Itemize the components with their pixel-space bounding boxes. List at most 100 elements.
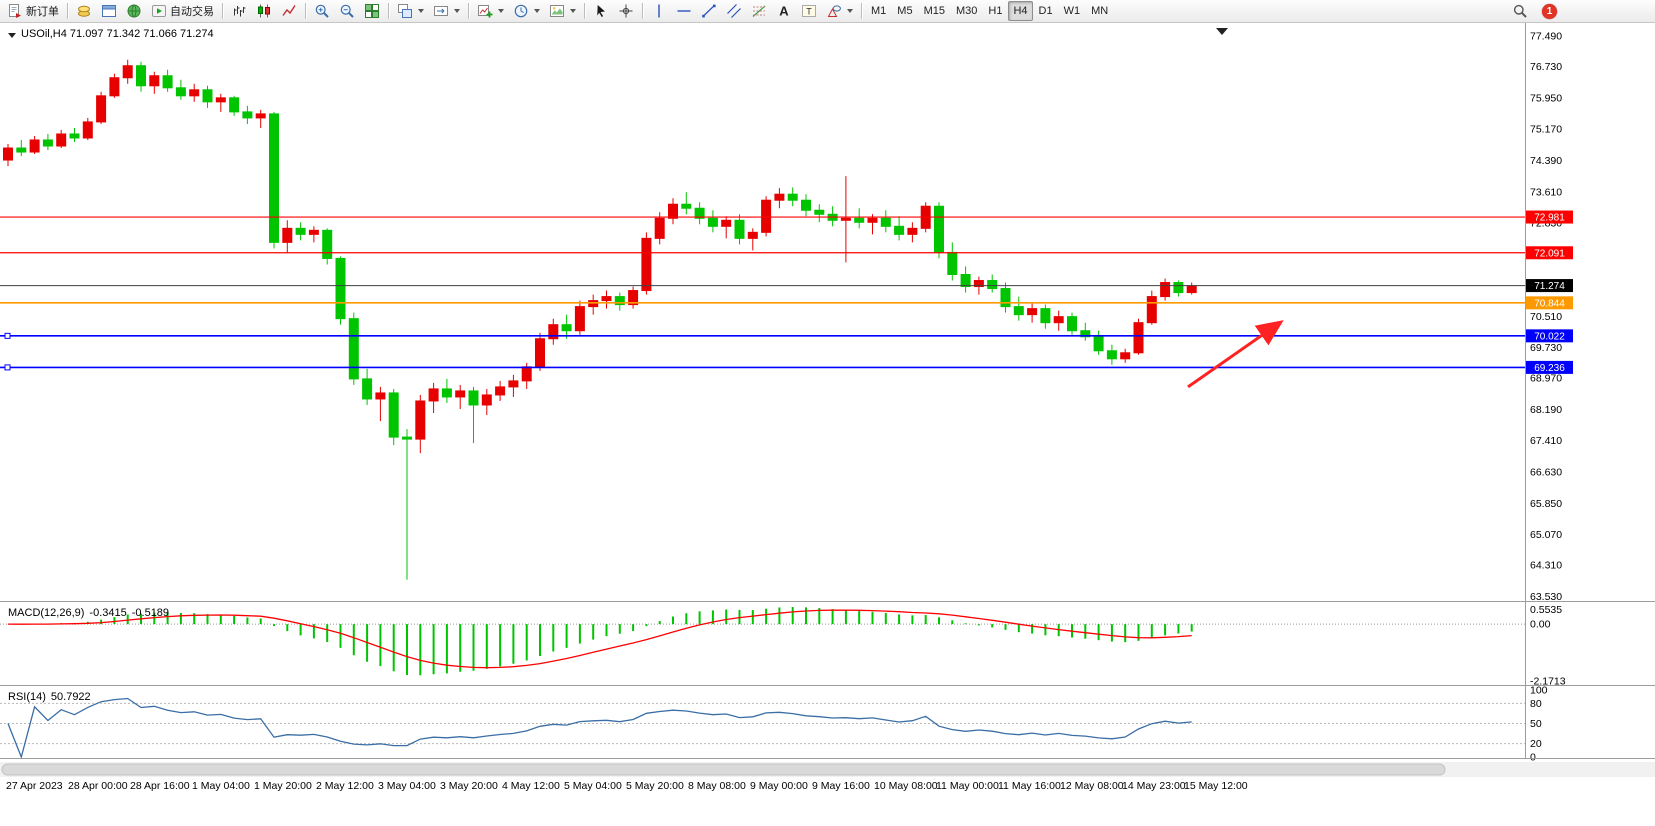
text-button[interactable]: A: [772, 1, 796, 21]
timeframe-d1-button[interactable]: D1: [1038, 5, 1053, 17]
svg-text:72.981: 72.981: [1534, 213, 1565, 224]
auto-trading-button[interactable]: 自动交易: [147, 1, 218, 21]
toolbar: 新订单 自动交易 A T M1 M5 M15 M30 H1 H4 D1 W1 MN 1: [0, 0, 1655, 23]
new-order-button[interactable]: 新订单: [3, 1, 63, 21]
crosshair-button[interactable]: [614, 1, 638, 21]
templates-button[interactable]: [545, 1, 580, 21]
navigator-button[interactable]: [122, 1, 146, 21]
macd-panel: 0.5535 0.00 -2.1713: [0, 604, 1566, 688]
line-chart-button[interactable]: [277, 1, 301, 21]
dropdown-arrow-icon[interactable]: [570, 9, 576, 13]
shift-icon: [433, 3, 449, 19]
timeframe-m1-button[interactable]: M1: [871, 5, 887, 17]
timeframe-m5-button[interactable]: M5: [897, 5, 913, 17]
timeframe-h4-button[interactable]: H4: [1008, 1, 1033, 21]
tile-windows-button[interactable]: [360, 1, 384, 21]
svg-text:80: 80: [1530, 698, 1542, 710]
svg-text:68.970: 68.970: [1530, 373, 1562, 385]
chart-shift-marker[interactable]: [1216, 28, 1228, 35]
zoom-out-button[interactable]: [335, 1, 359, 21]
svg-text:9 May 00:00: 9 May 00:00: [750, 780, 808, 792]
svg-text:70.510: 70.510: [1530, 311, 1562, 323]
svg-text:11 May 16:00: 11 May 16:00: [998, 780, 1061, 792]
equidistant-channel-button[interactable]: [722, 1, 746, 21]
price-tag-72.981: [1526, 210, 1573, 224]
text-label-button[interactable]: T: [797, 1, 821, 21]
dropdown-arrow-icon[interactable]: [534, 9, 540, 13]
svg-text:1 May 20:00: 1 May 20:00: [254, 780, 312, 792]
dropdown-arrow-icon[interactable]: [847, 9, 853, 13]
trend-arrow-annotation[interactable]: [1187, 320, 1284, 389]
profiles-button[interactable]: [509, 1, 544, 21]
svg-text:70.844: 70.844: [1534, 298, 1565, 309]
trendline-button[interactable]: [697, 1, 721, 21]
svg-text:69.236: 69.236: [1534, 363, 1565, 374]
cursor-button[interactable]: [589, 1, 613, 21]
chart-menu-icon[interactable]: [8, 32, 16, 38]
dropdown-arrow-icon[interactable]: [498, 9, 504, 13]
newchart-icon: [477, 3, 493, 19]
timeframe-m15-button[interactable]: M15: [923, 5, 945, 17]
new-chart-button[interactable]: [473, 1, 508, 21]
candlestick-chart-button[interactable]: [252, 1, 276, 21]
svg-text:63.530: 63.530: [1530, 591, 1562, 603]
timeframe-mn-button[interactable]: MN: [1091, 5, 1109, 17]
textT-icon: T: [801, 3, 817, 19]
svg-text:28 Apr 00:00: 28 Apr 00:00: [68, 780, 128, 792]
chart-canvas[interactable]: 77.49076.73075.95075.17074.39073.61072.8…: [0, 23, 1655, 825]
svg-text:-2.1713: -2.1713: [1530, 676, 1566, 688]
arrows-button[interactable]: [822, 1, 857, 21]
clock-icon: [513, 3, 529, 19]
horizontal-scrollbar-thumb[interactable]: [1, 763, 1446, 776]
svg-text:8 May 08:00: 8 May 08:00: [688, 780, 746, 792]
svg-text:50: 50: [1530, 718, 1542, 730]
market-watch-button[interactable]: [72, 1, 96, 21]
price-axis[interactable]: [1525, 23, 1655, 759]
horizontal-line-button[interactable]: [672, 1, 696, 21]
timeframe-w1-button[interactable]: W1: [1063, 5, 1081, 17]
line-handle[interactable]: [4, 332, 11, 339]
play-icon: [151, 3, 167, 19]
dropdown-arrow-icon[interactable]: [418, 9, 424, 13]
toolbar-right-group: 1: [1508, 1, 1652, 21]
svg-text:10 May 08:00: 10 May 08:00: [874, 780, 938, 792]
vline-icon: [651, 3, 667, 19]
data-window-button[interactable]: [97, 1, 121, 21]
timeframe-m30-button[interactable]: M30: [955, 5, 978, 17]
svg-text:14 May 23:00: 14 May 23:00: [1122, 780, 1186, 792]
svg-text:65.850: 65.850: [1530, 498, 1562, 510]
search-button[interactable]: [1508, 1, 1532, 21]
notification-badge[interactable]: 1: [1542, 3, 1557, 19]
dropdown-arrow-icon[interactable]: [454, 9, 460, 13]
chart-background: [0, 23, 1655, 825]
svg-text:9 May 16:00: 9 May 16:00: [812, 780, 870, 792]
bars-icon: [231, 3, 247, 19]
cascade-icon: [397, 3, 413, 19]
toolbar-separator: [584, 3, 585, 19]
auto-arrange-button[interactable]: [393, 1, 428, 21]
svg-text:28 Apr 16:00: 28 Apr 16:00: [130, 780, 190, 792]
zoom-in-button[interactable]: [310, 1, 334, 21]
textA-icon: A: [776, 3, 792, 19]
price-tag-69.236: [1526, 360, 1573, 374]
svg-text:77.490: 77.490: [1530, 31, 1562, 43]
fibonacci-button[interactable]: [747, 1, 771, 21]
toolbar-separator: [468, 3, 469, 19]
vertical-line-button[interactable]: [647, 1, 671, 21]
window-icon: [101, 3, 117, 19]
bar-chart-button[interactable]: [227, 1, 251, 21]
svg-text:2 May 12:00: 2 May 12:00: [316, 780, 374, 792]
svg-text:75.170: 75.170: [1530, 124, 1562, 136]
time-axis[interactable]: 27 Apr 2023 28 Apr 00:00 28 Apr 16:00 1 May…: [6, 780, 1248, 792]
channel-icon: [726, 3, 742, 19]
hline-icon: [676, 3, 692, 19]
svg-text:65.070: 65.070: [1530, 529, 1562, 541]
chart-shift-button[interactable]: [429, 1, 464, 21]
svg-text:5 May 20:00: 5 May 20:00: [626, 780, 684, 792]
timeframe-h1-button[interactable]: H1: [988, 5, 1003, 17]
new-order-button-label: 新订单: [26, 6, 59, 18]
svg-text:3 May 20:00: 3 May 20:00: [440, 780, 498, 792]
line-handle[interactable]: [4, 364, 11, 371]
toolbar-separator: [67, 3, 68, 19]
chart-window[interactable]: 77.490 76.730 75.950 75.170 74.390 73.610 72.8…: [0, 23, 1655, 825]
